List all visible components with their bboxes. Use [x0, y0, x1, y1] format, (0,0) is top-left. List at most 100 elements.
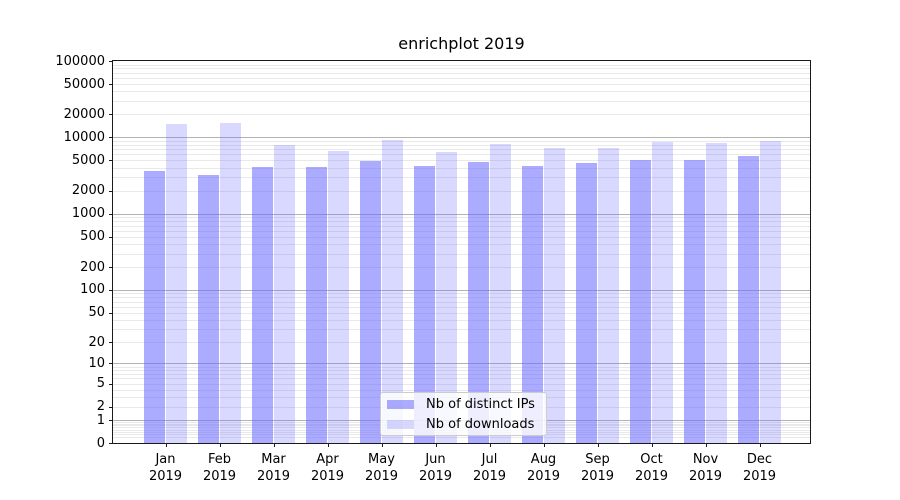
x-tick-mark	[381, 443, 383, 447]
x-tick-mark	[705, 443, 707, 447]
gridline	[113, 301, 810, 303]
gridline	[113, 68, 810, 70]
gridline	[113, 437, 810, 438]
gridline	[113, 225, 810, 227]
bar-distinct-ips-may	[359, 160, 382, 443]
bar-downloads-mar	[273, 145, 296, 443]
gridline	[113, 114, 810, 116]
legend-label: Nb of downloads	[426, 416, 535, 432]
x-tick-label: Dec 2019	[742, 452, 777, 484]
gridline	[113, 64, 810, 66]
y-tick-label: 1	[96, 412, 105, 428]
bar-downloads-aug	[543, 148, 566, 443]
legend-label: Nb of distinct IPs	[426, 396, 535, 412]
bar-downloads-oct	[651, 142, 674, 443]
gridline	[113, 140, 810, 142]
x-tick-label: Feb 2019	[202, 452, 237, 484]
gridline	[113, 221, 810, 223]
y-tick-mark	[109, 160, 113, 162]
x-tick-mark	[759, 443, 761, 447]
gridline	[113, 190, 810, 192]
y-tick-label: 500	[80, 229, 105, 245]
gridline	[113, 72, 810, 74]
gridline	[113, 160, 810, 162]
gridline	[113, 137, 810, 139]
y-tick-mark	[109, 420, 113, 421]
x-tick-mark	[435, 443, 437, 447]
gridline	[113, 293, 810, 295]
y-tick-label: 50	[88, 305, 105, 320]
legend-item-distinct-ips: Nb of distinct IPs	[381, 396, 546, 413]
y-tick-mark	[109, 114, 113, 116]
y-tick-mark	[109, 137, 113, 139]
x-tick-mark	[651, 443, 653, 447]
bar-distinct-ips-sep	[575, 162, 598, 443]
gridline	[113, 77, 810, 79]
gridline	[113, 342, 810, 343]
gridline	[113, 383, 810, 385]
bar-downloads-sep	[597, 147, 620, 443]
gridline	[113, 389, 810, 391]
bar-downloads-jan	[165, 124, 188, 443]
x-tick-label: Oct 2019	[634, 452, 669, 484]
gridline	[113, 297, 810, 299]
gridline	[113, 236, 810, 238]
gridline	[113, 374, 810, 375]
y-tick-mark	[109, 267, 113, 268]
y-tick-mark	[109, 84, 113, 85]
bar-downloads-dec	[759, 140, 782, 443]
bar-downloads-may	[381, 140, 404, 443]
y-tick-label: 20000	[63, 106, 105, 122]
x-tick-label: Nov 2019	[688, 452, 723, 484]
gridline	[113, 217, 810, 219]
y-tick-mark	[109, 312, 113, 314]
gridline	[113, 244, 810, 246]
y-tick-label: 100	[80, 282, 105, 298]
bar-downloads-feb	[219, 122, 242, 443]
bar-distinct-ips-jun	[413, 166, 436, 443]
y-tick-label: 10	[88, 355, 105, 371]
x-tick-mark	[327, 443, 329, 447]
bar-distinct-ips-apr	[305, 166, 328, 443]
gridline	[113, 289, 810, 291]
gridline	[113, 319, 810, 321]
x-tick-mark	[543, 443, 545, 447]
gridline	[113, 378, 810, 380]
bar-distinct-ips-nov	[683, 159, 706, 443]
bar-distinct-ips-dec	[737, 156, 760, 443]
x-tick-label: Sep 2019	[580, 452, 615, 484]
gridline	[113, 306, 810, 308]
gridline	[113, 366, 810, 368]
x-tick-label: Jul 2019	[472, 452, 507, 484]
gridline	[113, 154, 810, 156]
y-tick-label: 0	[96, 435, 105, 451]
y-tick-mark	[109, 383, 113, 385]
gridline	[113, 213, 810, 215]
bar-distinct-ips-oct	[629, 159, 652, 443]
y-tick-label: 2000	[71, 183, 105, 199]
y-tick-label: 2	[96, 399, 105, 414]
gridline	[113, 312, 810, 314]
gridline	[113, 149, 810, 151]
bar-downloads-jun	[435, 152, 458, 443]
bar-distinct-ips-mar	[251, 166, 274, 443]
y-tick-mark	[109, 363, 113, 365]
legend-item-downloads: Nb of downloads	[381, 416, 546, 433]
plot-area	[112, 60, 811, 444]
legend-swatch-downloads	[387, 419, 414, 429]
y-tick-mark	[109, 406, 113, 408]
x-tick-label: Jun 2019	[418, 452, 453, 484]
gridline	[113, 91, 810, 93]
x-tick-mark	[273, 443, 275, 447]
x-tick-mark	[597, 443, 599, 447]
y-tick-mark	[109, 213, 113, 215]
x-tick-label: Apr 2019	[310, 452, 345, 484]
gridline	[113, 177, 810, 179]
gridline	[113, 144, 810, 146]
x-tick-mark	[219, 443, 221, 447]
bar-downloads-jul	[489, 144, 512, 443]
y-tick-label: 10000	[63, 129, 105, 145]
y-tick-mark	[109, 342, 113, 343]
x-tick-mark	[489, 443, 491, 447]
